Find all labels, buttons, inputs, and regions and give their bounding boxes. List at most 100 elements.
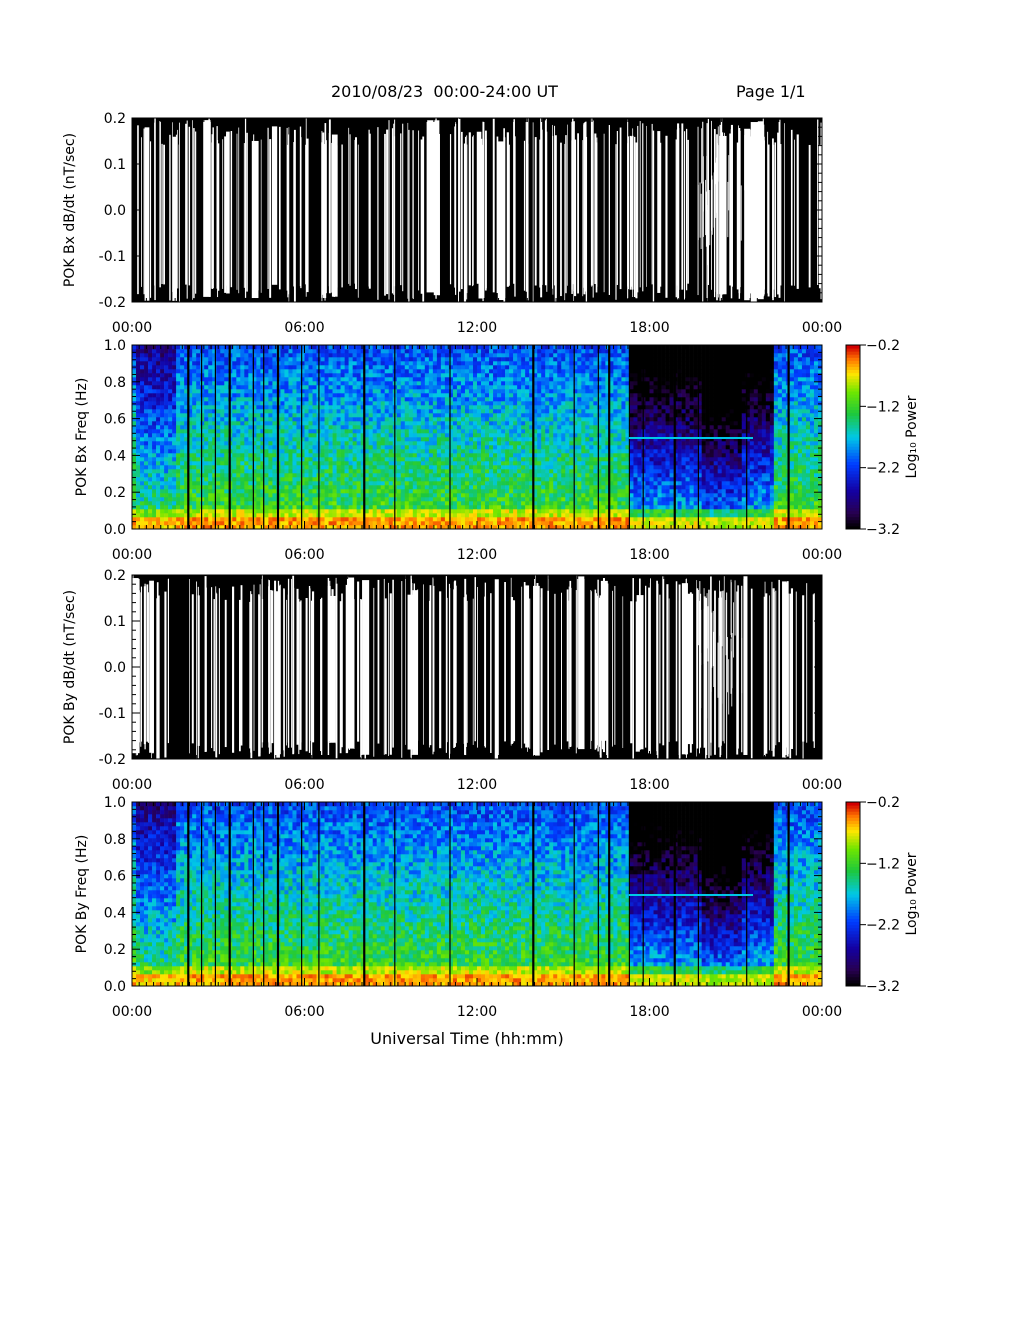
spectrogram-cell	[509, 477, 514, 482]
spectrogram-cell	[521, 405, 526, 410]
spectrogram-cell	[529, 457, 534, 462]
spectrogram-cell	[244, 389, 249, 394]
spectrogram-cell	[505, 361, 510, 366]
spectrogram-cell	[320, 485, 325, 490]
spectrogram-cell	[184, 501, 189, 506]
spectrogram-cell	[152, 377, 157, 382]
spectrogram-cell	[408, 425, 414, 430]
trace-gap	[388, 120, 390, 300]
spectrogram-cell	[420, 453, 426, 458]
spectrogram-cell	[236, 485, 241, 490]
spectrogram-cell	[428, 361, 434, 366]
spectrogram-cell	[372, 401, 378, 406]
spectrogram-cell	[424, 477, 430, 482]
spectrogram-cell	[200, 473, 205, 478]
spectrogram-cell	[348, 369, 353, 374]
spectrogram-cell	[272, 433, 277, 438]
spectrogram-cell	[460, 449, 466, 454]
spectrogram-cell	[521, 525, 526, 530]
spectrogram-cell	[420, 445, 426, 450]
spectrogram-cell	[489, 381, 494, 386]
spectrogram-cell	[284, 369, 289, 374]
spectrogram-cell	[464, 449, 470, 454]
spectrogram-cell	[252, 445, 257, 450]
spectrogram-cell	[272, 485, 277, 490]
spectrogram-cell	[324, 469, 329, 474]
spectrogram-cell	[404, 377, 410, 382]
spectrogram-cell	[412, 361, 418, 366]
spectrogram-cell	[481, 397, 486, 402]
spectrogram-cell	[152, 513, 157, 518]
spectrogram-cell	[356, 365, 361, 370]
spectrogram-cell	[184, 505, 189, 510]
spectrogram-cell	[132, 477, 137, 482]
spectrogram-cell	[376, 493, 382, 498]
spectrogram-cell	[180, 365, 185, 370]
spectrogram-cell	[388, 425, 394, 430]
spectrogram-cell	[288, 521, 293, 526]
spectrogram-cell	[140, 345, 145, 350]
trace-gap	[492, 118, 495, 293]
spectrogram-cell	[324, 357, 329, 362]
spectrogram-cell	[192, 373, 197, 378]
trace-gap	[532, 122, 534, 302]
spectrogram-cell	[400, 365, 406, 370]
spectrogram-cell	[308, 401, 313, 406]
spectrogram-cell	[268, 465, 273, 470]
spectrogram-cell	[440, 417, 446, 422]
spectrogram-cell	[308, 393, 313, 398]
spectrogram-cell	[180, 361, 185, 366]
spectrogram-cell	[396, 505, 402, 510]
spectrogram-cell	[320, 497, 325, 502]
spectrogram-cell	[208, 397, 213, 402]
spectrogram-cell	[477, 473, 482, 478]
spectrogram-cell	[152, 353, 157, 358]
spectrogram-cell	[152, 357, 157, 362]
spectrogram-cell	[324, 453, 329, 458]
spectrogram-cell	[408, 497, 414, 502]
spectrogram-cell	[156, 353, 161, 358]
spectrogram-cell	[324, 493, 329, 498]
spectrogram-cell	[533, 361, 538, 366]
spectrogram-cell	[332, 497, 337, 502]
spectrogram-cell	[440, 409, 446, 414]
spectrogram-cell	[501, 345, 506, 350]
spectrogram-cell	[136, 345, 141, 350]
spectrogram-cell	[384, 481, 390, 486]
spectrogram-cell	[497, 497, 502, 502]
spectrogram-cell	[352, 401, 357, 406]
spectrogram-cell	[472, 453, 478, 458]
spectrogram-cell	[264, 509, 269, 514]
spectrogram-cell	[320, 473, 325, 478]
trace-gap	[635, 142, 638, 299]
spectrogram-cell	[188, 353, 193, 358]
spectrogram-cell	[404, 453, 410, 458]
spectrogram-cell	[156, 349, 161, 354]
spectrogram-cell	[248, 461, 253, 466]
spectrogram-cell	[489, 457, 494, 462]
spectrogram-cell	[168, 361, 173, 366]
spectrogram-cell	[336, 361, 341, 366]
spectrogram-cell	[328, 381, 333, 386]
spectrogram-cell	[468, 357, 474, 362]
spectrogram-cell	[537, 393, 542, 398]
spectrogram-cell	[184, 521, 189, 526]
spectrogram-cell	[533, 385, 538, 390]
spectrogram-cell	[404, 393, 410, 398]
spectrogram-cell	[356, 505, 361, 510]
spectrogram-cell	[420, 413, 426, 418]
spectrogram-cell	[533, 393, 538, 398]
spectrogram-cell	[176, 361, 181, 366]
spectrogram-cell	[468, 437, 474, 442]
spectrogram-cell	[284, 405, 289, 410]
spectrogram-cell	[188, 373, 193, 378]
spectrogram-cell	[517, 493, 522, 498]
trace-gap	[707, 209, 708, 266]
spectrogram-cell	[272, 501, 277, 506]
spectrogram-cell	[352, 397, 357, 402]
trace-gap	[677, 123, 680, 300]
spectrogram-cell	[192, 465, 197, 470]
spectrogram-cell	[312, 369, 317, 374]
trace-gap	[331, 134, 338, 297]
spectrogram-cell	[364, 509, 369, 514]
